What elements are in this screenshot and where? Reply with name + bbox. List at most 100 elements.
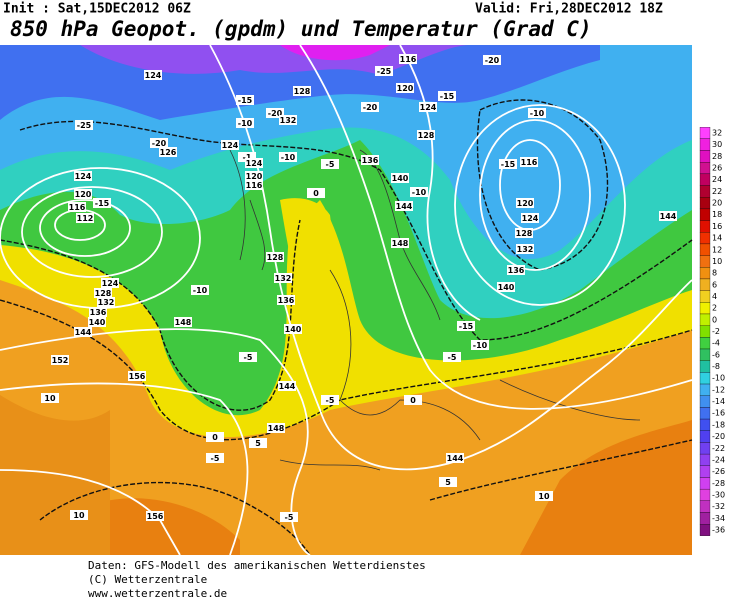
label-box	[520, 157, 538, 167]
label-box	[321, 395, 339, 405]
colorbar-label: -6	[712, 350, 720, 359]
contour-label: 128	[267, 253, 284, 262]
colorbar-swatch	[699, 162, 711, 175]
contour-label: -15	[459, 322, 474, 331]
label-box	[457, 321, 475, 331]
label-box	[410, 187, 428, 197]
colorbar-swatch	[699, 255, 711, 268]
contour-label: 10	[73, 511, 85, 520]
colorbar-swatch	[699, 232, 711, 245]
colorbar-swatch	[699, 325, 711, 338]
contour-label: -10	[238, 119, 253, 128]
colorbar-label: -30	[712, 490, 725, 499]
label-box	[101, 278, 119, 288]
colorbar-label: 26	[712, 164, 722, 173]
colorbar-swatch	[699, 372, 711, 385]
contour-label: 128	[294, 87, 311, 96]
contour-label: -25	[377, 67, 392, 76]
contour-label: -15	[238, 96, 253, 105]
contour-label: -10	[473, 341, 488, 350]
label-box	[93, 198, 111, 208]
colorbar-label: 4	[712, 292, 717, 301]
label-box	[375, 66, 393, 76]
colorbar-swatch	[699, 208, 711, 221]
label-box	[361, 102, 379, 112]
colorbar-label: -26	[712, 467, 725, 476]
colorbar-swatch	[699, 243, 711, 256]
contour-label: 152	[52, 356, 69, 365]
colorbar-label: -24	[712, 455, 725, 464]
label-box	[206, 432, 224, 442]
colorbar-label: -22	[712, 444, 725, 453]
label-box	[483, 55, 501, 65]
colorbar-label: 8	[712, 269, 717, 278]
colorbar-label: -12	[712, 385, 725, 394]
colorbar-label: -32	[712, 502, 725, 511]
contour-label: 136	[278, 296, 295, 305]
contour-label: -5	[326, 160, 335, 169]
contour-label: 140	[89, 318, 106, 327]
label-box	[239, 352, 257, 362]
contour-label: 132	[275, 274, 292, 283]
contour-label: -10	[412, 188, 427, 197]
contour-label: -20	[485, 56, 500, 65]
colorbar-swatch	[699, 430, 711, 443]
label-box	[515, 228, 533, 238]
label-box	[280, 512, 298, 522]
label-box	[535, 491, 553, 501]
colorbar-swatch	[699, 220, 711, 233]
contour-label: 124	[222, 141, 239, 150]
contour-label: 156	[147, 512, 164, 521]
label-box	[245, 180, 263, 190]
label-box	[41, 393, 59, 403]
colorbar-swatch	[699, 512, 711, 525]
label-box	[446, 453, 464, 463]
colorbar-label: -16	[712, 409, 725, 418]
colorbar-swatch	[699, 500, 711, 513]
colorbar-label: 28	[712, 152, 722, 161]
contour-label: 144	[75, 328, 92, 337]
label-box	[659, 211, 677, 221]
contour-label: 132	[280, 116, 297, 125]
label-box	[74, 189, 92, 199]
colorbar-label: -4	[712, 339, 720, 348]
label-box	[68, 202, 86, 212]
label-box	[144, 70, 162, 80]
colorbar-label: 16	[712, 222, 722, 231]
contour-label: 144	[279, 382, 296, 391]
label-box	[221, 140, 239, 150]
init-time: Init : Sat,15DEC2012 06Z	[3, 2, 191, 17]
label-box	[391, 173, 409, 183]
contour-label: 144	[447, 454, 464, 463]
colorbar-label: -34	[712, 514, 725, 523]
label-box	[284, 324, 302, 334]
label-box	[307, 188, 325, 198]
label-box	[88, 317, 106, 327]
contour-label: -5	[326, 396, 335, 405]
colorbar-label: 30	[712, 140, 722, 149]
contour-label: 144	[660, 212, 677, 221]
label-box	[146, 511, 164, 521]
contour-label: 136	[508, 266, 525, 275]
label-box	[419, 102, 437, 112]
colorbar-swatch	[699, 383, 711, 396]
label-box	[76, 213, 94, 223]
colorbar-label: -28	[712, 479, 725, 488]
contour-label: 124	[75, 172, 92, 181]
label-box	[439, 477, 457, 487]
map-title: 850 hPa Geopot. (gpdm) und Temperatur (G…	[10, 17, 592, 41]
colorbar-swatch	[699, 173, 711, 186]
valid-time: Valid: Fri,28DEC2012 18Z	[475, 2, 663, 17]
label-box	[361, 155, 379, 165]
contour-label: 148	[175, 318, 192, 327]
colorbar-label: 2	[712, 304, 717, 313]
contour-label: 116	[400, 55, 417, 64]
colorbar-swatch	[699, 407, 711, 420]
label-box	[278, 381, 296, 391]
contour-label: 0	[212, 433, 218, 442]
colorbar-swatch	[699, 127, 711, 139]
contour-label: 112	[77, 214, 94, 223]
colorbar-swatch	[699, 465, 711, 478]
label-box	[499, 159, 517, 169]
colorbar-label: -36	[712, 526, 725, 535]
